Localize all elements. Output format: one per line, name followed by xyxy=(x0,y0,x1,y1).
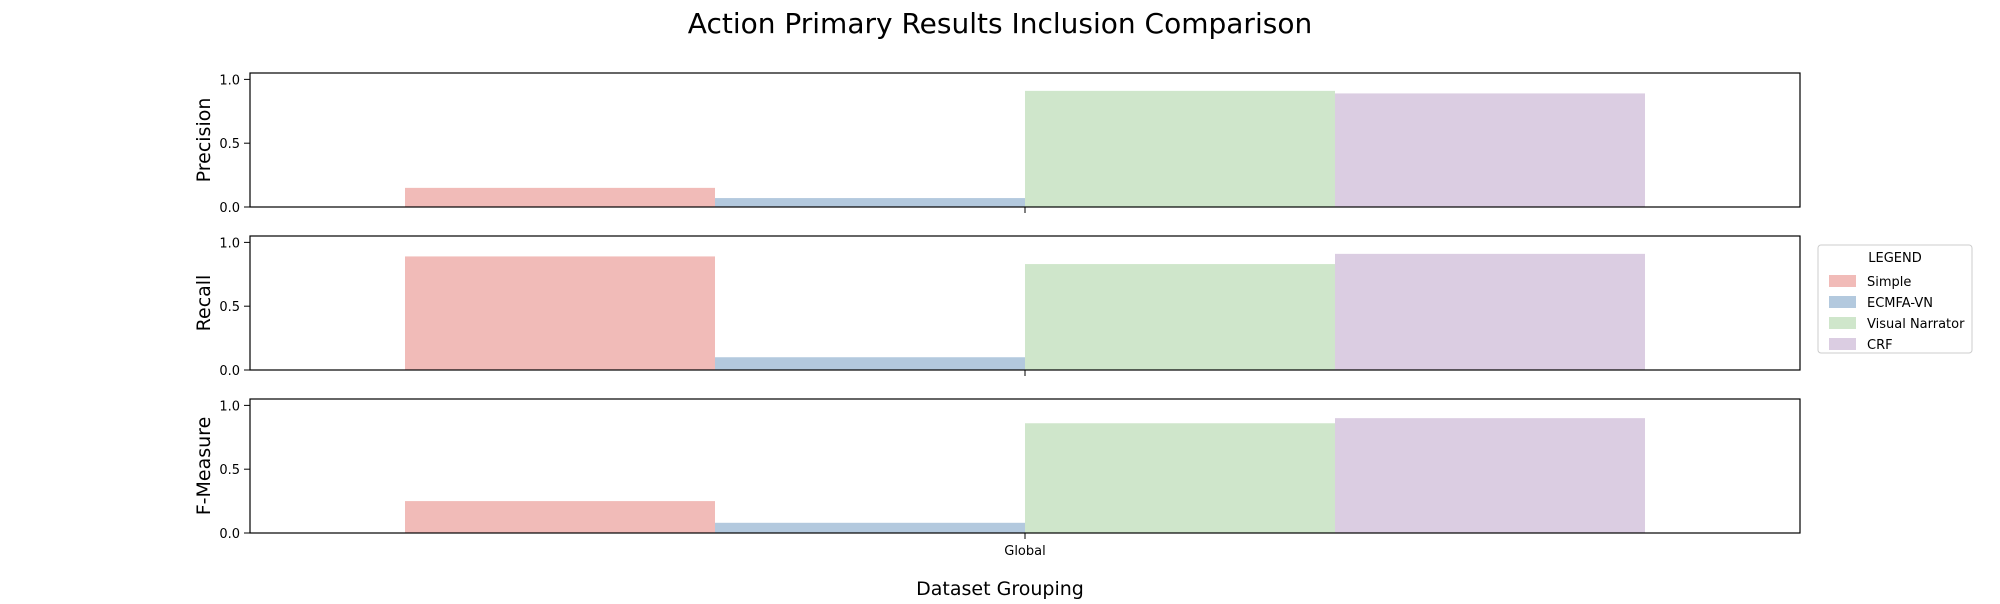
y-tick-label: 0.0 xyxy=(219,527,240,542)
y-tick-label: 1.0 xyxy=(219,236,240,251)
bar-simple xyxy=(405,501,715,533)
bar-simple xyxy=(405,187,715,207)
chart-title: Action Primary Results Inclusion Compari… xyxy=(688,7,1312,40)
y-tick-label: 1.0 xyxy=(219,73,240,88)
subplots: 0.0 0.5 1.0 Precision 0.0 0.5 1.0 Recall 0.0 0.5 1… xyxy=(193,72,1801,559)
bar-crf xyxy=(1335,418,1645,533)
y-tick-label: 0.5 xyxy=(219,137,240,152)
legend-label-ecmfa-vn: ECMFA-VN xyxy=(1867,296,1933,311)
bar-visual-narrator xyxy=(1025,90,1335,207)
legend-swatch-visual-narrator xyxy=(1829,317,1856,329)
legend-label-simple: Simple xyxy=(1867,275,1911,290)
legend-label-crf: CRF xyxy=(1867,338,1893,353)
subplot-recall: 0.0 0.5 1.0 Recall xyxy=(193,235,1801,379)
y-axis-label-precision: Precision xyxy=(193,98,215,183)
y-tick-label: 0.5 xyxy=(219,463,240,478)
bar-simple xyxy=(405,256,715,370)
legend-title: LEGEND xyxy=(1868,251,1921,266)
bar-crf xyxy=(1335,253,1645,370)
y-tick-label: 0.0 xyxy=(219,201,240,216)
subplot-f-measure: 0.0 0.5 1.0 F-Measure Global xyxy=(193,398,1801,559)
y-tick-label: 0.5 xyxy=(219,300,240,315)
y-tick-label: 0.0 xyxy=(219,364,240,379)
legend-swatch-crf xyxy=(1829,338,1856,350)
bar-visual-narrator xyxy=(1025,264,1335,370)
y-axis-label-recall: Recall xyxy=(193,275,215,332)
bar-crf xyxy=(1335,93,1645,207)
legend: LEGEND Simple ECMFA-VN Visual Narrator CRF xyxy=(1817,244,1973,354)
bar-ecmfa-vn xyxy=(715,198,1025,207)
bar-visual-narrator xyxy=(1025,423,1335,533)
legend-label-visual-narrator: Visual Narrator xyxy=(1867,317,1965,332)
y-tick-label: 1.0 xyxy=(219,399,240,414)
y-axis-label-f-measure: F-Measure xyxy=(193,417,215,516)
bar-ecmfa-vn xyxy=(715,357,1025,370)
x-axis-label: Dataset Grouping xyxy=(916,578,1084,600)
subplot-precision: 0.0 0.5 1.0 Precision xyxy=(193,72,1801,216)
bar-ecmfa-vn xyxy=(715,522,1025,533)
legend-swatch-simple xyxy=(1829,275,1856,287)
legend-frame xyxy=(1817,244,1973,354)
x-tick-label: Global xyxy=(1004,544,1045,559)
legend-swatch-ecmfa-vn xyxy=(1829,296,1856,308)
